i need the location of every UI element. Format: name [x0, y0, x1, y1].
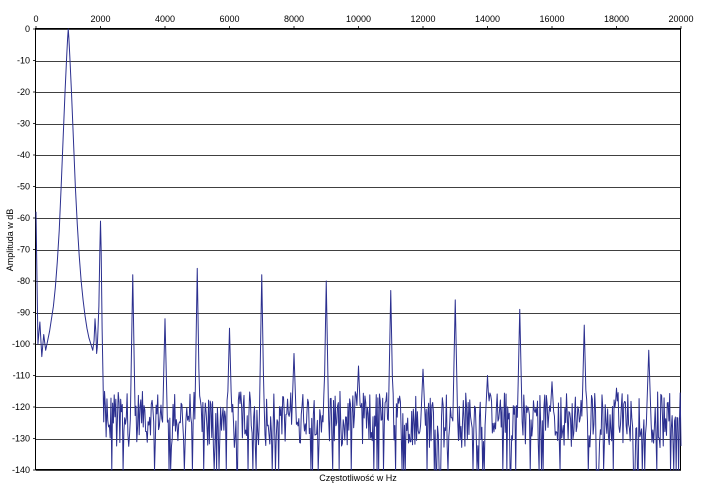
x-tick-label: 4000 — [155, 14, 175, 24]
x-tick-label: 2000 — [90, 14, 110, 24]
y-tick-label: -10 — [17, 56, 30, 66]
y-tick-label: -20 — [17, 87, 30, 97]
plot-area-border — [35, 28, 681, 470]
y-tick-label: 0 — [25, 24, 30, 34]
y-tick-label: -80 — [17, 276, 30, 286]
x-tick-label: 6000 — [219, 14, 239, 24]
grid-lines — [36, 29, 681, 471]
x-tick-label: 14000 — [475, 14, 500, 24]
y-tick-label: -70 — [17, 245, 30, 255]
y-tick-label: -60 — [17, 213, 30, 223]
x-tick-label: 0 — [33, 14, 38, 24]
y-tick-label: -110 — [13, 371, 30, 381]
x-axis-title: Częstotliwość w Hz — [319, 473, 397, 483]
y-tick-label: -100 — [12, 339, 30, 349]
x-tick-labels: 0 2000 4000 6000 8000 10000 12000 14000 16000 180… — [33, 14, 694, 29]
y-tick-label: -120 — [12, 402, 30, 412]
x-tick-label: 12000 — [410, 14, 435, 24]
x-tick-label: 18000 — [604, 14, 629, 24]
y-axis-title: Amplituda w dB — [5, 209, 15, 272]
y-tick-label: -90 — [17, 308, 30, 318]
y-tick-label: -130 — [12, 434, 30, 444]
x-tick-label: 20000 — [668, 14, 693, 24]
x-tick-label: 10000 — [346, 14, 371, 24]
x-tick-label: 16000 — [539, 14, 564, 24]
y-tick-labels: 0 -10 -20 -30 -40 -50 -60 -70 -80 -90 -100 -110 -120… — [12, 24, 36, 475]
y-tick-label: -30 — [17, 119, 30, 129]
y-tick-label: -140 — [12, 465, 30, 475]
spectrum-line — [35, 28, 682, 471]
y-tick-label: -40 — [17, 150, 30, 160]
y-tick-label: -50 — [17, 182, 30, 192]
x-tick-label: 8000 — [284, 14, 304, 24]
